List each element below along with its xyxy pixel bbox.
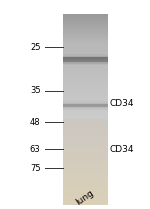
Bar (63, 101, 108, 105)
Bar (63, 103, 108, 106)
Bar (63, 57, 108, 62)
Text: CD34: CD34 (110, 99, 134, 108)
Bar (63, 54, 108, 59)
Bar (63, 104, 108, 107)
Bar (63, 56, 108, 60)
Text: lung: lung (74, 188, 95, 207)
Text: 63: 63 (30, 145, 40, 154)
Text: 25: 25 (30, 42, 40, 52)
Text: 35: 35 (30, 86, 40, 96)
Bar (63, 106, 108, 110)
Bar (63, 60, 108, 65)
Text: 48: 48 (30, 118, 40, 127)
Text: CD34: CD34 (110, 145, 134, 154)
Text: 75: 75 (30, 164, 40, 173)
Bar (63, 105, 108, 108)
Bar (63, 59, 108, 64)
